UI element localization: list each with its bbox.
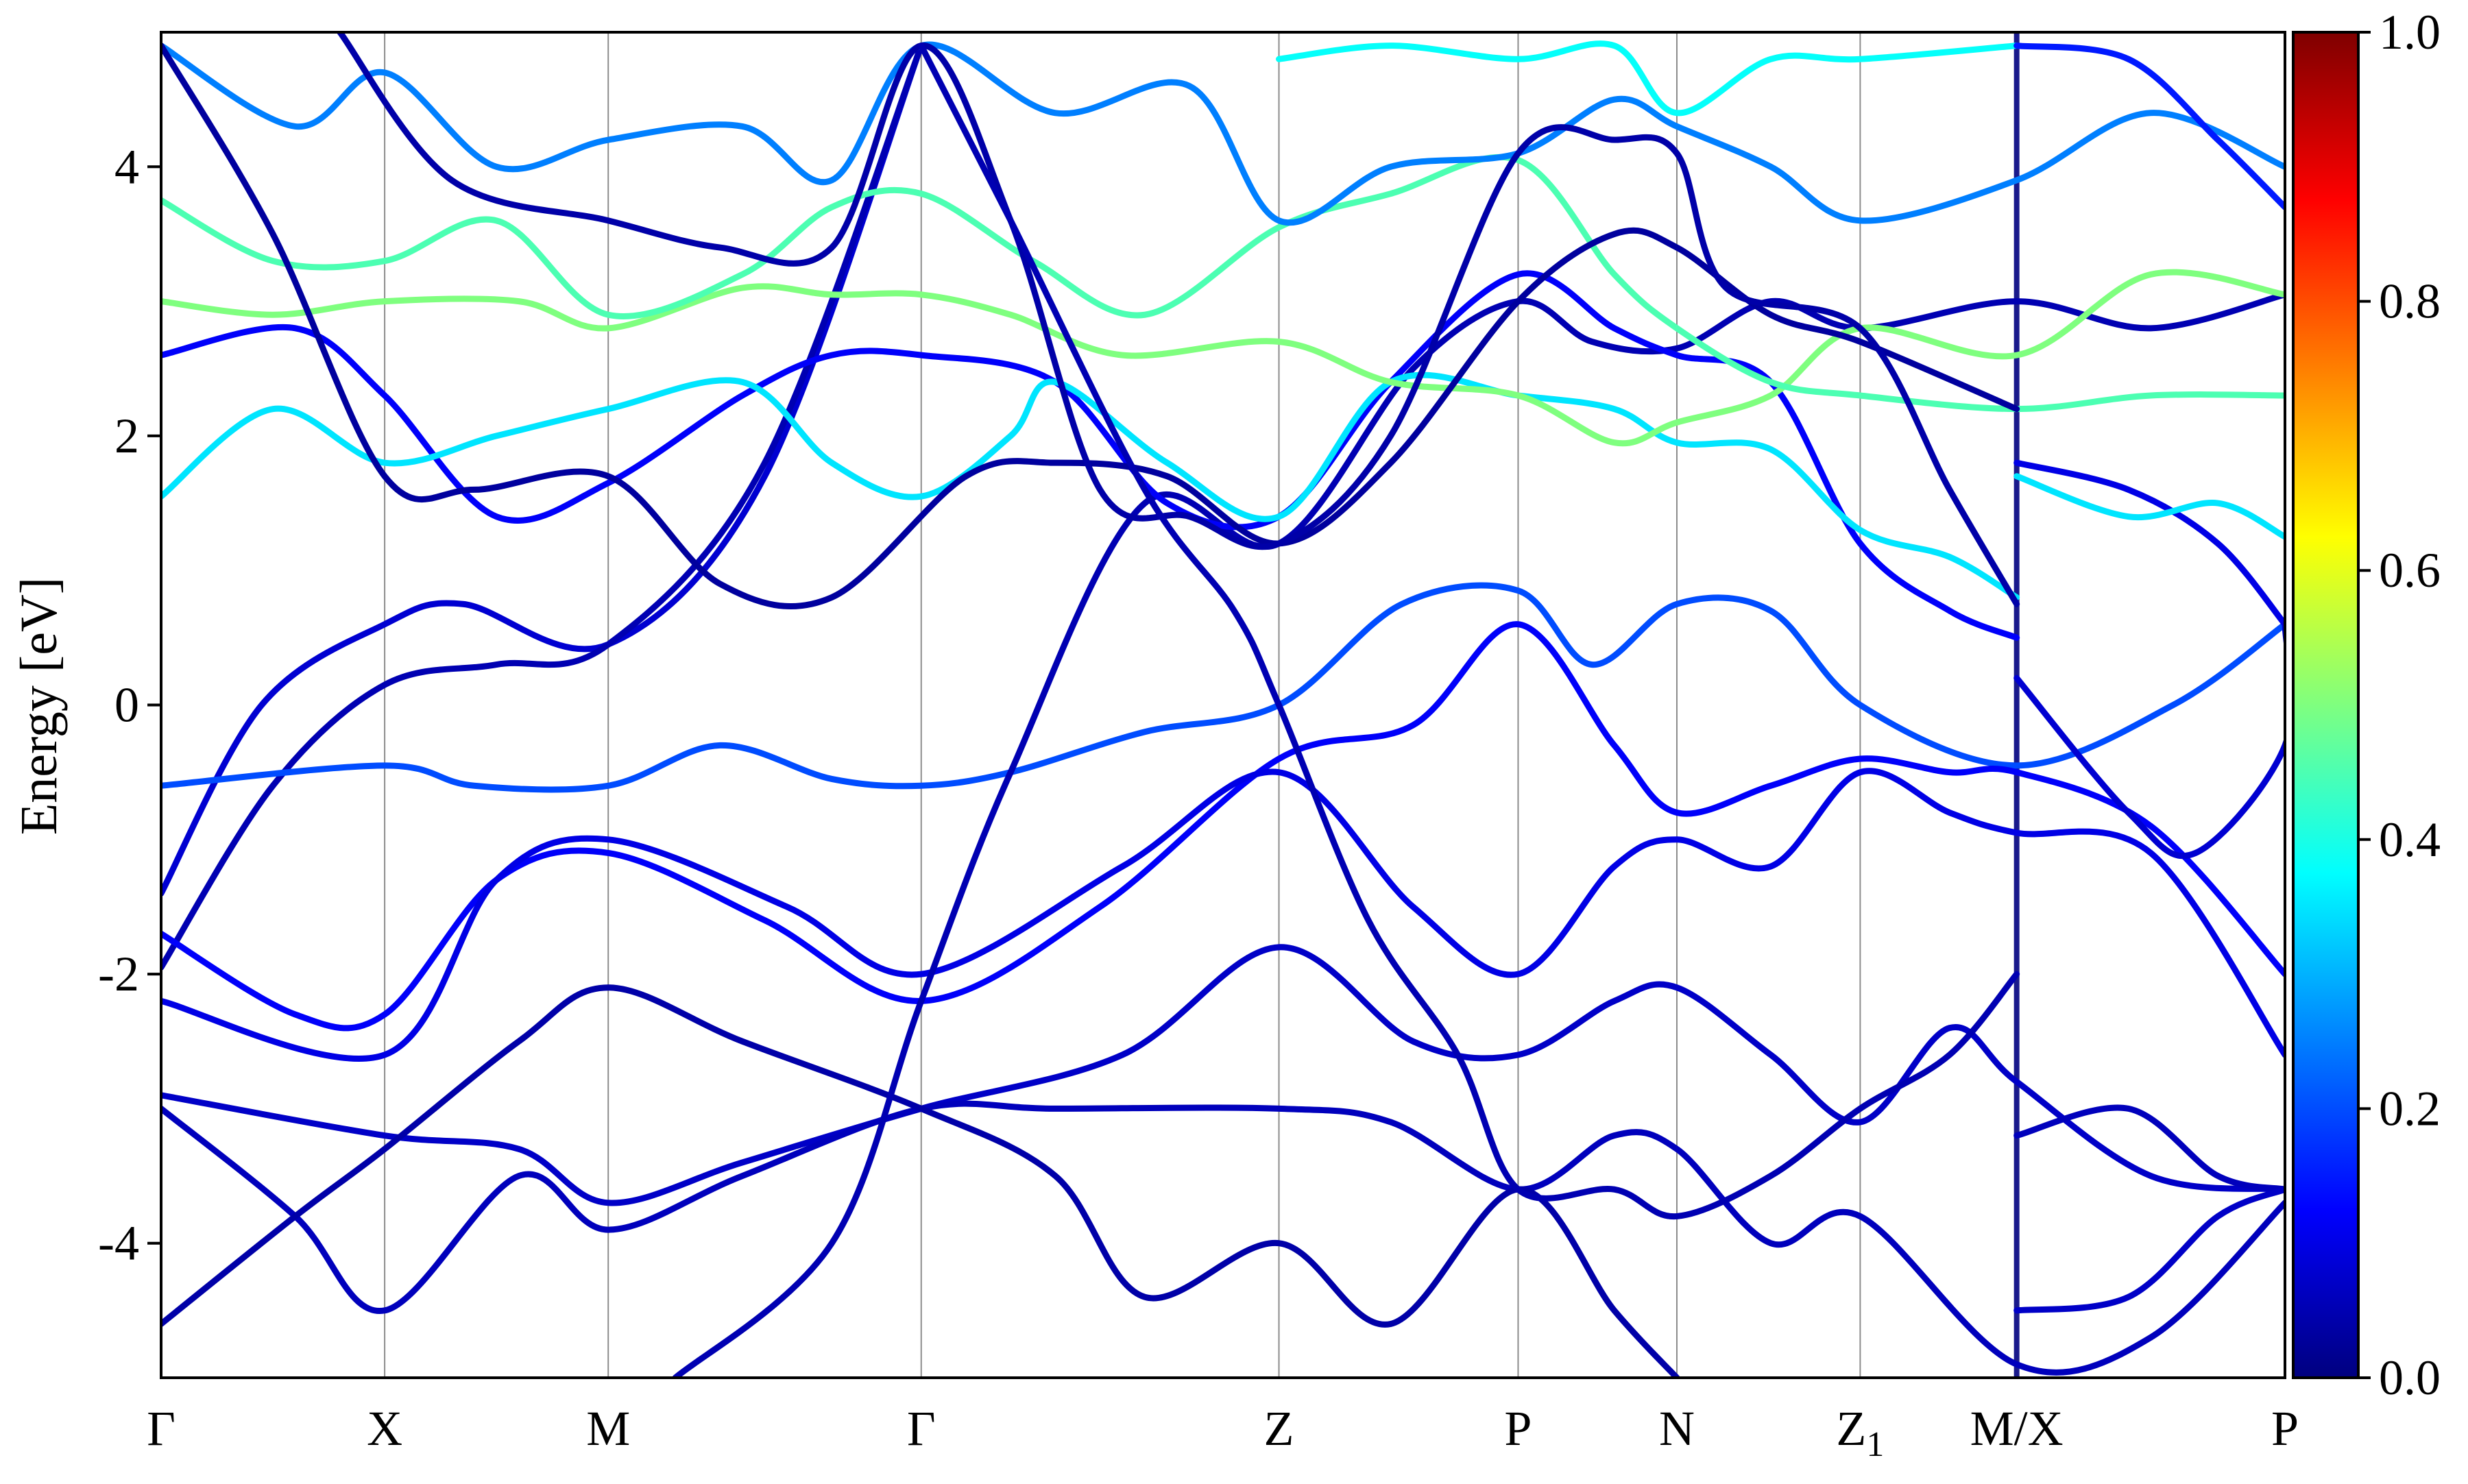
band-line [2013,473,2285,540]
band-line [161,372,2020,600]
y-axis: -4 -2 0 2 4 [98,139,161,1271]
band-line [2013,1104,2285,1193]
x-tick-label: P [1504,1401,1532,1456]
band-line [2013,459,2285,628]
band-line [918,42,2020,1219]
band-line [161,154,2285,413]
band-line [672,291,2285,1378]
band-line [161,1100,2285,1376]
band-line [161,41,2285,226]
band-line [2013,42,2285,210]
band-line [337,32,2020,607]
x-tick-label: Γ [147,1401,176,1456]
y-tick-label: 2 [114,409,139,463]
band-line [161,269,2285,447]
x-tick-label: Z [1264,1401,1294,1456]
band-line [161,984,1680,1378]
colorbar-tick-label: 0.8 [2379,274,2441,329]
band-line [161,768,2285,1062]
colorbar-tick-label: 0.2 [2379,1081,2441,1136]
band-line [161,42,2020,610]
band-line [161,42,925,971]
band-line [161,621,2285,1032]
plot-frame [160,31,2286,1379]
y-tick-label: -4 [98,1216,139,1271]
x-tick-label: Γ [907,1401,936,1456]
colorbar-tick-label: 0.4 [2379,812,2441,867]
x-tick-subscript: 1 [1866,1425,1884,1464]
kpoint-gridlines [384,32,2020,1378]
colorbar-tick-label: 0.6 [2379,543,2441,598]
x-tick-label: N [1659,1401,1695,1456]
colorbar-gradient [2292,31,2360,1379]
y-tick-label: 4 [114,139,139,194]
y-tick-label: -2 [98,947,139,1001]
band-lines [161,32,2285,1378]
band-line [161,944,2285,1206]
colorbar-tick-label: 1.0 [2379,5,2441,60]
y-tick-label: 0 [114,678,139,733]
x-tick-label: M/X [1970,1401,2064,1456]
band-line [2013,1186,2285,1314]
x-axis: Γ X M Γ Z P N Z1 M/X P [147,1401,2299,1464]
y-axis-label: Energy [eV] [10,577,68,835]
band-line [1276,40,2020,117]
colorbar: 0.0 0.2 0.4 0.6 0.8 1.0 [2292,5,2441,1405]
colorbar-tick-label: 0.0 [2379,1350,2441,1405]
band-line [161,582,2285,793]
x-tick-label: Z1 [1836,1401,1884,1464]
x-tick-label: X [367,1401,402,1456]
band-line [2013,621,2285,860]
x-tick-label: M [586,1401,630,1456]
x-tick-label: P [2271,1401,2299,1456]
